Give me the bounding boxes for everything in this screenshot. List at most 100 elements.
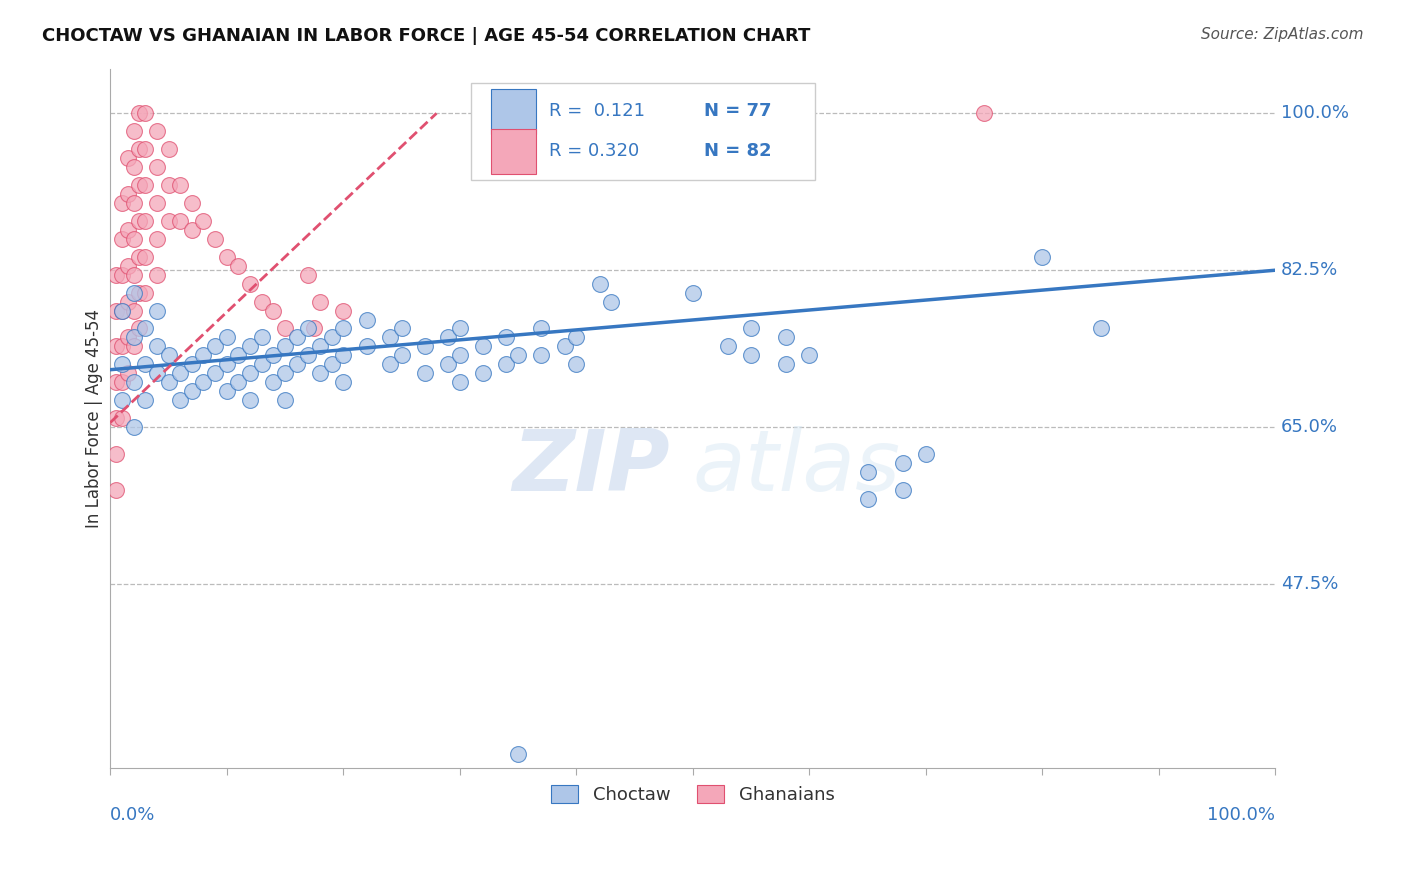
Point xyxy=(541,106,564,120)
Point xyxy=(506,348,529,362)
Point xyxy=(449,376,471,390)
Point xyxy=(204,232,226,246)
Point xyxy=(105,339,128,353)
Point xyxy=(111,303,134,318)
Point xyxy=(519,106,541,120)
Point xyxy=(262,376,284,390)
Point xyxy=(146,196,169,211)
Point xyxy=(973,106,995,120)
Point xyxy=(180,196,202,211)
Point xyxy=(321,330,343,344)
Point xyxy=(105,483,128,497)
Point xyxy=(117,330,139,344)
Text: 65.0%: 65.0% xyxy=(1281,418,1339,436)
Point xyxy=(157,142,180,156)
Point xyxy=(111,268,134,282)
Point xyxy=(530,348,553,362)
Point xyxy=(111,196,134,211)
Point xyxy=(309,294,332,309)
Point xyxy=(274,393,297,408)
Point xyxy=(262,348,284,362)
Point xyxy=(105,376,128,390)
Point xyxy=(891,483,914,497)
Point xyxy=(105,303,128,318)
Point xyxy=(117,223,139,237)
Point xyxy=(530,321,553,335)
Point xyxy=(122,160,145,174)
Point xyxy=(169,366,191,380)
Point xyxy=(146,124,169,138)
Point xyxy=(449,348,471,362)
Point xyxy=(391,321,413,335)
Y-axis label: In Labor Force | Age 45-54: In Labor Force | Age 45-54 xyxy=(86,309,103,527)
Point xyxy=(122,196,145,211)
Point xyxy=(775,357,797,371)
Point xyxy=(437,330,460,344)
Point xyxy=(506,747,529,762)
Point xyxy=(239,339,262,353)
Point xyxy=(856,491,879,506)
Point xyxy=(134,250,156,264)
Point xyxy=(891,456,914,470)
Point xyxy=(1090,321,1112,335)
Point xyxy=(530,106,553,120)
Point xyxy=(122,232,145,246)
Text: 0.0%: 0.0% xyxy=(110,806,156,824)
Point xyxy=(128,285,150,300)
Point xyxy=(117,294,139,309)
Point xyxy=(146,303,169,318)
Point xyxy=(554,106,576,120)
Point xyxy=(378,330,401,344)
Point xyxy=(146,268,169,282)
Point xyxy=(128,321,150,335)
Point xyxy=(128,106,150,120)
Point xyxy=(228,348,250,362)
Point xyxy=(274,366,297,380)
Point xyxy=(105,411,128,425)
Point xyxy=(274,321,297,335)
Point xyxy=(111,357,134,371)
Text: 100.0%: 100.0% xyxy=(1281,104,1350,122)
Point xyxy=(193,348,215,362)
Point xyxy=(297,268,319,282)
Text: N = 77: N = 77 xyxy=(704,103,772,120)
Point xyxy=(111,232,134,246)
Point xyxy=(495,357,517,371)
Point xyxy=(565,330,588,344)
Point xyxy=(122,330,145,344)
Point xyxy=(146,232,169,246)
Point xyxy=(285,330,308,344)
Point xyxy=(146,339,169,353)
Point xyxy=(122,420,145,434)
Text: 100.0%: 100.0% xyxy=(1208,806,1275,824)
Point xyxy=(215,250,238,264)
Point xyxy=(215,330,238,344)
FancyBboxPatch shape xyxy=(491,88,536,134)
Point xyxy=(117,259,139,273)
Point xyxy=(565,106,588,120)
Point xyxy=(356,339,378,353)
Point xyxy=(134,357,156,371)
Point xyxy=(134,106,156,120)
Point xyxy=(122,303,145,318)
FancyBboxPatch shape xyxy=(471,82,815,180)
Point xyxy=(775,330,797,344)
Point xyxy=(215,357,238,371)
Point xyxy=(717,339,740,353)
Point xyxy=(250,330,273,344)
Point xyxy=(122,124,145,138)
Point xyxy=(274,339,297,353)
Text: atlas: atlas xyxy=(693,425,901,508)
Point xyxy=(122,339,145,353)
Point xyxy=(134,393,156,408)
Point xyxy=(169,214,191,228)
Point xyxy=(134,214,156,228)
Point xyxy=(332,376,354,390)
Point xyxy=(239,277,262,291)
Point xyxy=(565,357,588,371)
Point xyxy=(588,277,610,291)
Point xyxy=(799,348,821,362)
Point xyxy=(239,366,262,380)
Point xyxy=(262,303,284,318)
Point xyxy=(117,187,139,202)
